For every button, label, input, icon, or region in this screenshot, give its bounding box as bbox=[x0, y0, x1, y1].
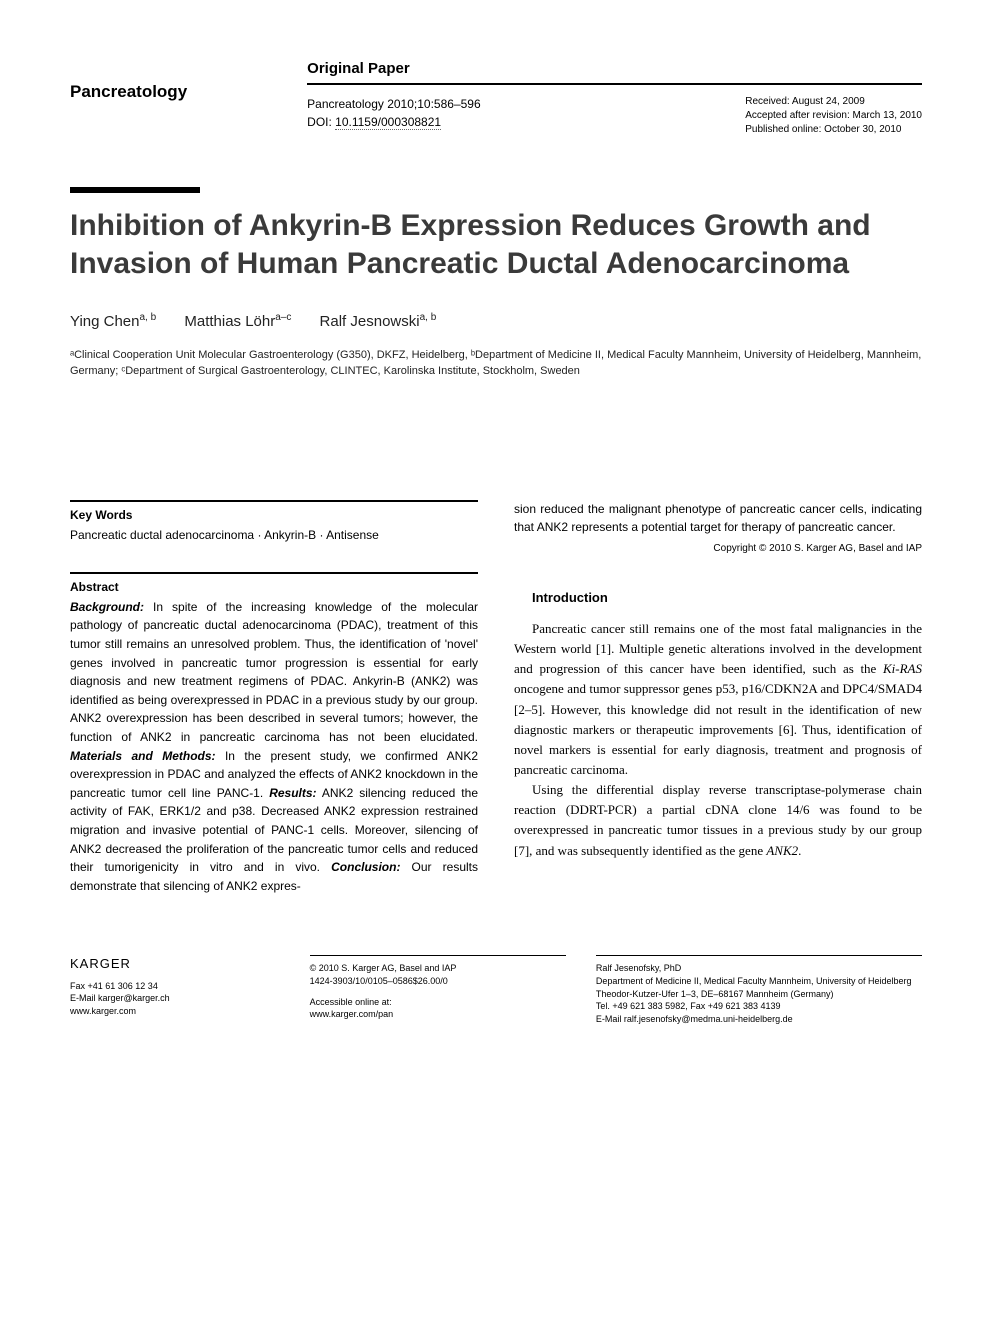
footer-publisher: KARGER Fax +41 61 306 12 34 E-Mail karge… bbox=[70, 955, 280, 1025]
introduction-body: Pancreatic cancer still remains one of t… bbox=[514, 619, 922, 861]
intro-p1-pre: Pancreatic cancer still remains one of t… bbox=[514, 621, 922, 676]
abstract-body: Background: In spite of the increasing k… bbox=[70, 598, 478, 896]
footer-copyright-col: © 2010 S. Karger AG, Basel and IAP 1424-… bbox=[310, 955, 566, 1025]
intro-p2-pre: Using the differential display reverse t… bbox=[514, 782, 922, 857]
author-name: Ralf Jesnowski bbox=[320, 313, 420, 330]
left-column: Key Words Pancreatic ductal adenocarcino… bbox=[70, 500, 478, 896]
right-column: sion reduced the malignant phenotype of … bbox=[514, 500, 922, 896]
corr-dept: Department of Medicine II, Medical Facul… bbox=[596, 975, 922, 988]
intro-p2: Using the differential display reverse t… bbox=[514, 780, 922, 861]
intro-p1-gene: Ki-RAS bbox=[883, 661, 922, 676]
corr-addr: Theodor-Kutzer-Ufer 1–3, DE–68167 Mannhe… bbox=[596, 988, 922, 1001]
page-header: Pancreatology Original Paper Pancreatolo… bbox=[70, 60, 922, 137]
footer-accessible-url: www.karger.com/pan bbox=[310, 1008, 566, 1021]
author-aff: a–c bbox=[275, 312, 291, 323]
keywords-rule bbox=[70, 500, 478, 502]
citation: Pancreatology 2010;10:586–596 bbox=[307, 95, 480, 113]
author: Matthias Löhra–c bbox=[184, 313, 291, 330]
publisher-email: E-Mail karger@karger.ch bbox=[70, 992, 280, 1005]
intro-p1-post: oncogene and tumor suppressor genes p53,… bbox=[514, 681, 922, 777]
footer-accessible: Accessible online at: bbox=[310, 996, 566, 1009]
abstract-results-label: Results: bbox=[269, 786, 316, 800]
publisher-web: www.karger.com bbox=[70, 1005, 280, 1018]
abstract-conclusion-label: Conclusion: bbox=[331, 860, 400, 874]
corr-phone: Tel. +49 621 383 5982, Fax +49 621 383 4… bbox=[596, 1000, 922, 1013]
doi-label: DOI: bbox=[307, 115, 332, 129]
journal-brand-block: Pancreatology bbox=[70, 60, 187, 102]
abstract-background-text: In spite of the increasing knowledge of … bbox=[70, 600, 478, 744]
abstract-methods-label: Materials and Methods: bbox=[70, 749, 216, 763]
abstract-rule bbox=[70, 572, 478, 574]
abstract-continued: sion reduced the malignant phenotype of … bbox=[514, 500, 922, 537]
header-rule bbox=[307, 83, 922, 85]
doi-link[interactable]: 10.1159/000308821 bbox=[335, 115, 441, 130]
footer-rule bbox=[310, 955, 566, 956]
abstract-copyright: Copyright © 2010 S. Karger AG, Basel and… bbox=[514, 543, 922, 554]
date-published: Published online: October 30, 2010 bbox=[745, 123, 922, 137]
introduction-heading: Introduction bbox=[514, 590, 922, 605]
abstract-background-label: Background: bbox=[70, 600, 144, 614]
affiliations: ᵃClinical Cooperation Unit Molecular Gas… bbox=[70, 348, 922, 380]
date-received: Received: August 24, 2009 bbox=[745, 95, 922, 109]
intro-p1: Pancreatic cancer still remains one of t… bbox=[514, 619, 922, 780]
header-meta-row: Pancreatology 2010;10:586–596 DOI: 10.11… bbox=[307, 95, 922, 137]
date-accepted: Accepted after revision: March 13, 2010 bbox=[745, 109, 922, 123]
publisher-logo: KARGER bbox=[70, 955, 280, 973]
publisher-fax: Fax +41 61 306 12 34 bbox=[70, 980, 280, 993]
dates-block: Received: August 24, 2009 Accepted after… bbox=[745, 95, 922, 137]
author-name: Matthias Löhr bbox=[184, 313, 275, 330]
article-title: Inhibition of Ankyrin-B Expression Reduc… bbox=[70, 207, 922, 282]
intro-p2-gene: ANK2 bbox=[766, 843, 798, 858]
journal-brand: Pancreatology bbox=[70, 82, 187, 102]
corr-email: E-Mail ralf.jesenofsky@medma.uni-heidelb… bbox=[596, 1013, 922, 1026]
citation-block: Pancreatology 2010;10:586–596 DOI: 10.11… bbox=[307, 95, 480, 137]
footer-correspondence: Ralf Jesenofsky, PhD Department of Medic… bbox=[596, 955, 922, 1025]
keywords-label: Key Words bbox=[70, 508, 478, 522]
abstract-label: Abstract bbox=[70, 580, 478, 594]
intro-p2-post: . bbox=[798, 843, 801, 858]
body-columns: Key Words Pancreatic ductal adenocarcino… bbox=[70, 500, 922, 896]
page-footer: KARGER Fax +41 61 306 12 34 E-Mail karge… bbox=[70, 955, 922, 1025]
doi-line: DOI: 10.1159/000308821 bbox=[307, 113, 480, 131]
authors: Ying Chena, b Matthias Löhra–c Ralf Jesn… bbox=[70, 312, 922, 330]
author: Ying Chena, b bbox=[70, 313, 156, 330]
author-aff: a, b bbox=[140, 312, 157, 323]
header-meta: Original Paper Pancreatology 2010;10:586… bbox=[307, 60, 922, 137]
title-rule bbox=[70, 187, 200, 193]
author-aff: a, b bbox=[420, 312, 437, 323]
keywords-text: Pancreatic ductal adenocarcinoma · Ankyr… bbox=[70, 526, 478, 544]
author: Ralf Jesnowskia, b bbox=[320, 313, 437, 330]
corr-name: Ralf Jesenofsky, PhD bbox=[596, 962, 922, 975]
footer-rule bbox=[596, 955, 922, 956]
footer-issn: 1424-3903/10/0105–0586$26.00/0 bbox=[310, 975, 566, 988]
author-name: Ying Chen bbox=[70, 313, 140, 330]
article-type: Original Paper bbox=[307, 60, 922, 77]
footer-copyright: © 2010 S. Karger AG, Basel and IAP bbox=[310, 962, 566, 975]
